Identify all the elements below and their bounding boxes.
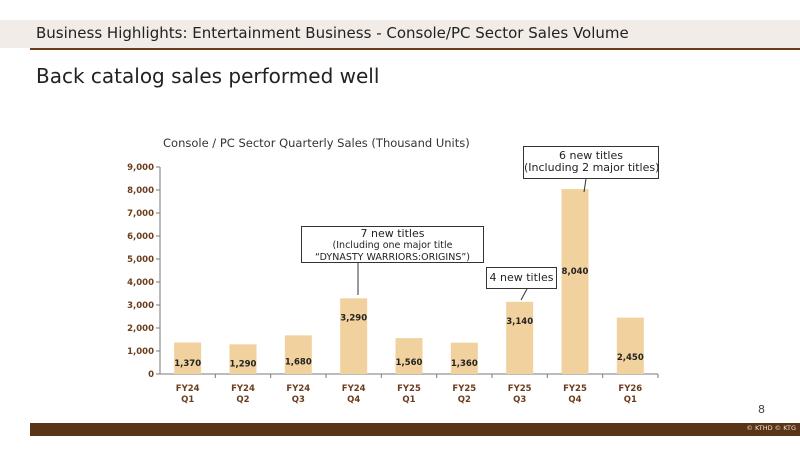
header-rule xyxy=(30,48,800,50)
x-tick-label: FY25 xyxy=(508,384,532,394)
callout-line: “DYNASTY WARRIORS:ORIGINS”) xyxy=(315,252,470,263)
x-tick-label: FY26 xyxy=(618,384,642,394)
chart-title: Console / PC Sector Quarterly Sales (Tho… xyxy=(163,136,470,150)
data-label: 1,560 xyxy=(396,358,423,368)
y-tick-label: 9,000 xyxy=(127,163,154,173)
data-label: 3,140 xyxy=(506,317,533,327)
y-tick-label: 5,000 xyxy=(127,255,154,265)
data-label: 1,360 xyxy=(451,359,478,369)
x-tick-label: Q1 xyxy=(402,395,415,405)
headline: Back catalog sales performed well xyxy=(36,64,380,88)
footer-bar xyxy=(30,423,800,436)
y-tick-label: 0 xyxy=(148,370,154,380)
bar xyxy=(616,317,644,374)
header-title: Business Highlights: Entertainment Busin… xyxy=(36,24,629,42)
callout-fy24-q4: 7 new titles (Including one major title … xyxy=(301,226,484,263)
x-tick-label: FY25 xyxy=(563,384,587,394)
y-tick-label: 4,000 xyxy=(127,278,154,288)
callout-leader-line xyxy=(583,178,587,193)
bar xyxy=(450,342,478,374)
callout-line: (Including one major title xyxy=(332,240,453,251)
bar xyxy=(284,335,312,374)
x-tick-label: FY24 xyxy=(342,384,366,394)
x-tick-label: Q1 xyxy=(624,395,637,405)
y-tick-label: 6,000 xyxy=(127,232,154,242)
y-tick-label: 7,000 xyxy=(127,209,154,219)
callout-fy25-q3: 4 new titles xyxy=(486,267,557,289)
data-label: 1,290 xyxy=(230,360,257,370)
data-label: 3,290 xyxy=(340,313,367,323)
x-tick-label: Q4 xyxy=(347,395,360,405)
callout-line: 6 new titles xyxy=(559,149,623,162)
callout-line: 4 new titles xyxy=(489,271,554,284)
x-tick-label: Q3 xyxy=(292,395,305,405)
x-tick-label: FY25 xyxy=(397,384,421,394)
data-label: 8,040 xyxy=(562,267,589,277)
x-tick-label: FY25 xyxy=(452,384,476,394)
header-band xyxy=(0,20,800,48)
x-tick-label: Q2 xyxy=(458,395,471,405)
callout-line: (Including 2 major titles) xyxy=(524,161,660,174)
x-tick-label: Q4 xyxy=(568,395,581,405)
x-tick-label: Q3 xyxy=(513,395,526,405)
bar xyxy=(229,344,257,374)
callout-fy25-q4: 6 new titles (Including 2 major titles) xyxy=(523,146,659,179)
bar xyxy=(395,338,423,374)
bar xyxy=(174,342,202,374)
bar xyxy=(506,301,534,374)
x-tick-label: FY24 xyxy=(286,384,310,394)
y-tick-label: 1,000 xyxy=(127,347,154,357)
x-tick-label: FY24 xyxy=(231,384,255,394)
y-tick-label: 3,000 xyxy=(127,301,154,311)
data-label: 1,680 xyxy=(285,357,312,367)
y-tick-label: 8,000 xyxy=(127,186,154,196)
callout-leader-line xyxy=(520,288,528,301)
data-label: 1,370 xyxy=(174,359,201,369)
bar xyxy=(561,189,589,374)
page-number: 8 xyxy=(758,403,765,416)
bar xyxy=(340,298,368,374)
callout-line: 7 new titles xyxy=(360,227,425,240)
copyright: © KTHD © KTG xyxy=(746,424,796,432)
data-label: 2,450 xyxy=(617,353,644,363)
x-tick-label: FY24 xyxy=(176,384,200,394)
x-tick-label: Q1 xyxy=(181,395,194,405)
x-tick-label: Q2 xyxy=(236,395,249,405)
y-tick-label: 2,000 xyxy=(127,324,154,334)
